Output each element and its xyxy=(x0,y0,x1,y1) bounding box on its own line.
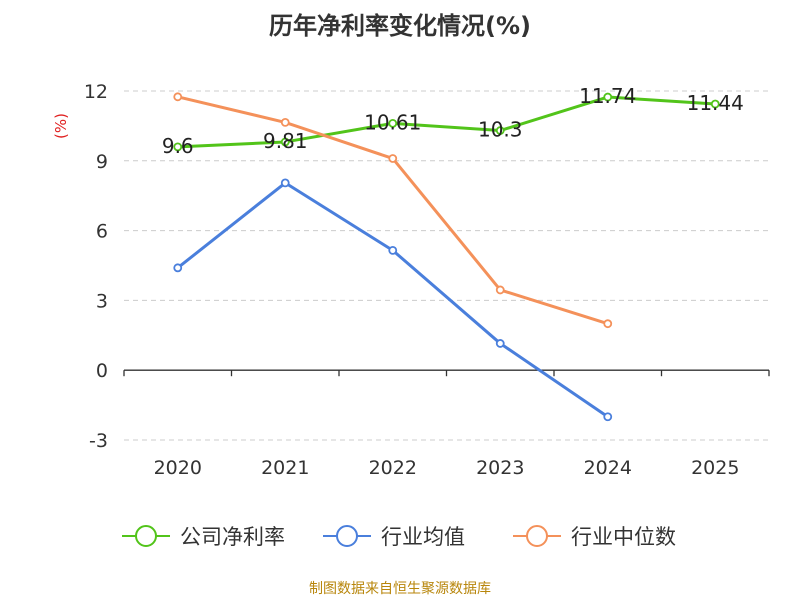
data-point[interactable] xyxy=(603,412,613,422)
x-tick-label: 2023 xyxy=(476,457,524,479)
series-group: 9.6 9.81 10.61 10.3 11.74 11.44 xyxy=(162,84,744,422)
data-point[interactable] xyxy=(280,118,290,127)
data-point[interactable] xyxy=(280,137,290,147)
legend-item-0[interactable]: 公司净利率 xyxy=(122,525,285,549)
legend: 公司净利率 行业均值 行业中位数 xyxy=(122,525,676,549)
y-tick-label: 3 xyxy=(96,290,108,312)
data-source-footer: 制图数据来自恒生聚源数据库 xyxy=(309,581,491,597)
x-tick-label: 2025 xyxy=(691,457,739,479)
data-point[interactable] xyxy=(603,319,613,329)
data-label: 9.81 xyxy=(263,129,308,153)
data-point[interactable] xyxy=(495,126,505,135)
data-point[interactable] xyxy=(280,178,290,188)
data-point[interactable] xyxy=(173,263,183,273)
y-tick-label: 9 xyxy=(96,151,108,173)
series-line-1 xyxy=(176,181,609,418)
data-point[interactable] xyxy=(495,285,505,295)
x-tick-label: 2021 xyxy=(261,457,309,479)
data-point[interactable] xyxy=(173,92,183,102)
data-point[interactable] xyxy=(388,154,398,163)
legend-label: 行业中位数 xyxy=(571,525,676,549)
legend-item-2[interactable]: 行业中位数 xyxy=(513,525,676,549)
legend-swatch-marker xyxy=(336,525,358,547)
grid-lines xyxy=(124,90,769,441)
y-tick-label: 6 xyxy=(96,221,108,243)
chart-title: 历年净利率变化情况(%) xyxy=(269,12,531,40)
legend-swatch-marker xyxy=(135,525,157,547)
x-tick-label: 2020 xyxy=(154,457,202,479)
axes: -3 0 3 6 9 12 2020 2021 2022 2023 2024 2025 xyxy=(84,81,770,479)
data-label: 9.6 xyxy=(162,134,194,158)
x-tick-label: 2022 xyxy=(369,457,417,479)
legend-swatch-marker xyxy=(526,525,548,547)
y-axis-label: (%) xyxy=(52,113,70,139)
data-label: 11.44 xyxy=(687,91,744,115)
data-point[interactable] xyxy=(495,339,505,348)
y-tick-label: 0 xyxy=(96,360,108,382)
data-label: 10.61 xyxy=(364,110,421,134)
data-label: 10.3 xyxy=(478,118,523,142)
data-point[interactable] xyxy=(388,245,398,255)
x-tick-label: 2024 xyxy=(584,457,632,479)
legend-label: 公司净利率 xyxy=(180,525,285,549)
legend-label: 行业均值 xyxy=(381,525,465,549)
data-point[interactable] xyxy=(710,99,720,109)
data-label: 11.74 xyxy=(579,84,636,108)
y-tick-label: -3 xyxy=(89,430,108,452)
data-point[interactable] xyxy=(173,142,183,152)
series-line-0 xyxy=(177,95,716,149)
data-point[interactable] xyxy=(603,92,613,102)
legend-item-1[interactable]: 行业均值 xyxy=(323,525,465,549)
y-tick-label: 12 xyxy=(84,81,108,103)
y-axis-label-group: (%) xyxy=(52,113,70,139)
data-point[interactable] xyxy=(388,118,398,128)
